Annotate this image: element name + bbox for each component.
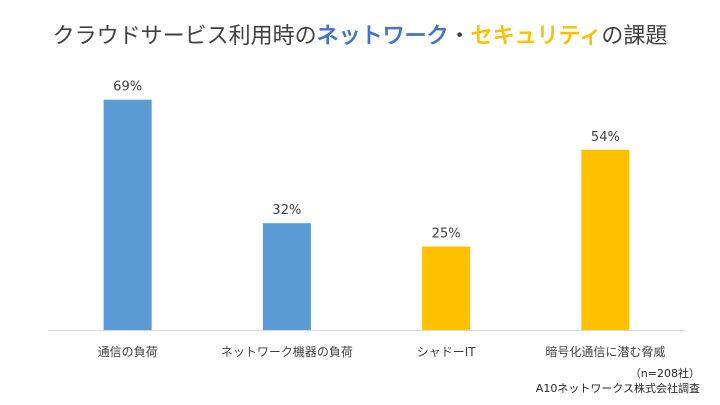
bar-4	[581, 149, 630, 330]
footnote-sample: （n=208社）	[629, 367, 700, 380]
category-label-4: 暗号化通信に潜む脅威	[545, 344, 665, 359]
footnote-source: A10ネットワークス株式会社調査	[535, 382, 700, 395]
chart-title-security: セキュリティ	[470, 24, 602, 49]
chart-title: クラウドサービス利用時のネットワーク・セキュリティの課題	[0, 18, 720, 50]
labels-layer: 69% 通信の負荷 32% ネットワーク機器の負荷 25% シャドーIT 54% 暗号化通信に…	[98, 80, 666, 359]
category-label-3: シャドーIT	[417, 345, 477, 359]
bar-2	[262, 223, 311, 330]
footnote: （n=208社） A10ネットワークス株式会社調査	[536, 366, 700, 396]
data-label-2: 32%	[272, 203, 301, 218]
data-label-4: 54%	[591, 130, 620, 145]
category-label-1: 通信の負荷	[98, 345, 158, 359]
bars-layer	[103, 99, 630, 331]
data-label-3: 25%	[432, 227, 461, 242]
data-label-1: 69%	[113, 80, 142, 95]
chart-title-prefix: クラウドサービス利用時の	[52, 24, 317, 49]
chart-title-separator: ・	[448, 24, 471, 49]
bar-1	[103, 99, 152, 331]
chart-title-network: ネットワーク	[316, 24, 449, 49]
chart-title-suffix: の課題	[601, 24, 668, 49]
category-label-2: ネットワーク機器の負荷	[221, 344, 353, 359]
bar-3	[422, 246, 471, 330]
